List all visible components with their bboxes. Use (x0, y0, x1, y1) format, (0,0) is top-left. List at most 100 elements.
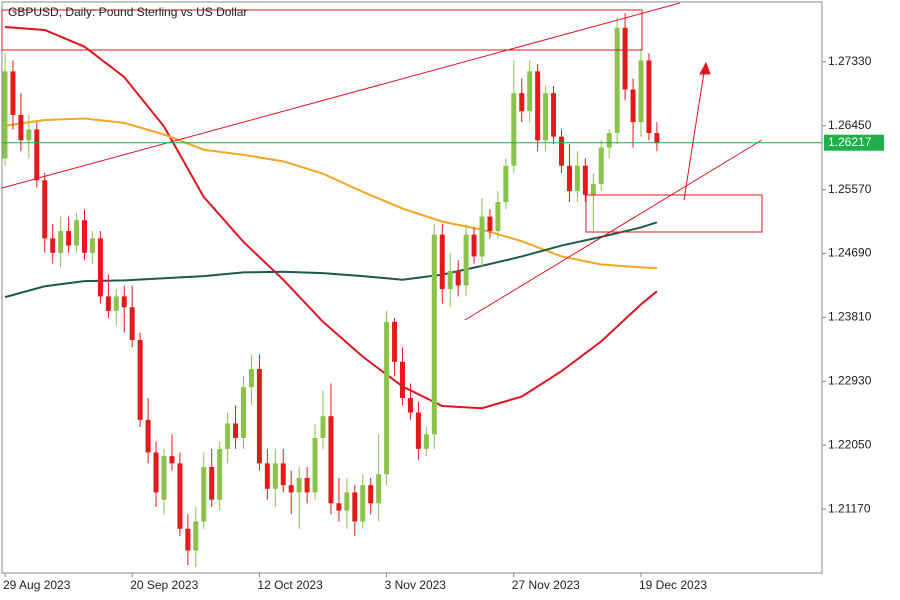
candle-body (2, 71, 8, 159)
y-tick-label: 1.26450 (828, 118, 872, 132)
candle-body (26, 129, 32, 141)
candle-body (606, 133, 612, 148)
candle-body (161, 456, 167, 500)
candle-body (407, 398, 413, 413)
candle-body (487, 216, 493, 232)
candle-body (66, 231, 72, 246)
candle-body (598, 147, 604, 184)
x-tick-label: 27 Nov 2023 (512, 578, 580, 592)
candle-body (455, 270, 461, 286)
candle-body (201, 467, 207, 522)
candle-body (463, 234, 469, 286)
candle-body (58, 231, 64, 253)
candle-body (638, 60, 644, 123)
candle-body (74, 220, 80, 246)
candle-body (145, 419, 151, 453)
candle-body (320, 416, 326, 438)
candle-body (241, 387, 246, 438)
candle-body (630, 89, 636, 123)
candle-body (272, 463, 278, 489)
y-tick-label: 1.22050 (828, 437, 872, 451)
candle-body (582, 165, 588, 195)
candle-body (511, 93, 517, 166)
candle-body (368, 485, 374, 504)
candle-body (177, 463, 183, 529)
candle-body (543, 93, 549, 141)
candle-body (121, 296, 127, 308)
y-tick-label: 1.23810 (828, 310, 872, 324)
x-tick-label: 3 Nov 2023 (385, 578, 447, 592)
candle-body (559, 136, 564, 166)
candle-body (89, 238, 95, 253)
candle-body (415, 412, 421, 449)
candle-body (328, 416, 334, 504)
candle-body (97, 238, 103, 297)
y-tick-label: 1.21170 (828, 501, 871, 515)
current-price-box (824, 134, 884, 151)
candle-body (376, 474, 382, 504)
candle-body (431, 234, 437, 435)
arrow (683, 71, 705, 201)
drawings (1, 2, 763, 321)
candle-body (193, 521, 199, 551)
candle-body (248, 368, 254, 388)
candle-body (304, 477, 310, 493)
candle-body (646, 60, 652, 134)
arrow-head (699, 61, 711, 75)
candle-body (400, 361, 405, 399)
x-tick-label: 29 Aug 2023 (3, 578, 71, 592)
candle-body (479, 216, 485, 257)
plot-frame (1, 1, 823, 574)
candle-body (423, 434, 429, 449)
candle-body (34, 129, 40, 181)
candle-body (105, 296, 111, 311)
candle-body (18, 114, 24, 141)
candle-body (217, 448, 223, 500)
trend-line (1, 2, 681, 189)
candle-body (336, 503, 342, 511)
candle-body (622, 27, 628, 90)
candle-body (225, 423, 231, 449)
candle-body (384, 321, 390, 475)
candle-body (654, 133, 660, 143)
candle-body (50, 238, 56, 253)
candle-body (280, 463, 286, 486)
candle-body (551, 93, 557, 137)
candle-body (129, 307, 135, 340)
candle-body (312, 437, 318, 493)
moving-average (4, 26, 658, 410)
resistance-zone (1, 9, 643, 51)
support-zone (585, 194, 763, 233)
candle-body (447, 270, 453, 290)
candle-body (264, 463, 270, 489)
candle-body (296, 477, 302, 493)
candle-body (392, 321, 398, 362)
candle-body (209, 467, 215, 500)
y-tick-label: 1.22930 (828, 374, 872, 388)
current-price-label: 1.26217 (828, 135, 872, 149)
x-tick-label: 19 Dec 2023 (639, 578, 707, 592)
y-tick-label: 1.25570 (828, 182, 872, 196)
candle-body (137, 339, 143, 420)
candle-body (519, 93, 525, 112)
candle-body (614, 27, 620, 134)
candle-body (590, 183, 596, 195)
candle-body (535, 71, 541, 141)
candle-body (439, 234, 445, 290)
candle-body (566, 165, 572, 192)
candle-body (256, 368, 262, 464)
candle-body (471, 234, 477, 257)
candle-body (82, 220, 87, 253)
plot (2, 13, 660, 568)
candle-body (42, 180, 48, 239)
y-tick-label: 1.27330 (828, 54, 872, 68)
candle-body (10, 71, 16, 115)
candle-body (233, 423, 239, 438)
candle-body (352, 492, 358, 522)
candle-body (344, 492, 350, 511)
x-tick-label: 20 Sep 2023 (130, 578, 198, 592)
candle-body (288, 485, 294, 493)
candle-body (495, 202, 501, 232)
x-tick-label: 12 Oct 2023 (257, 578, 323, 592)
